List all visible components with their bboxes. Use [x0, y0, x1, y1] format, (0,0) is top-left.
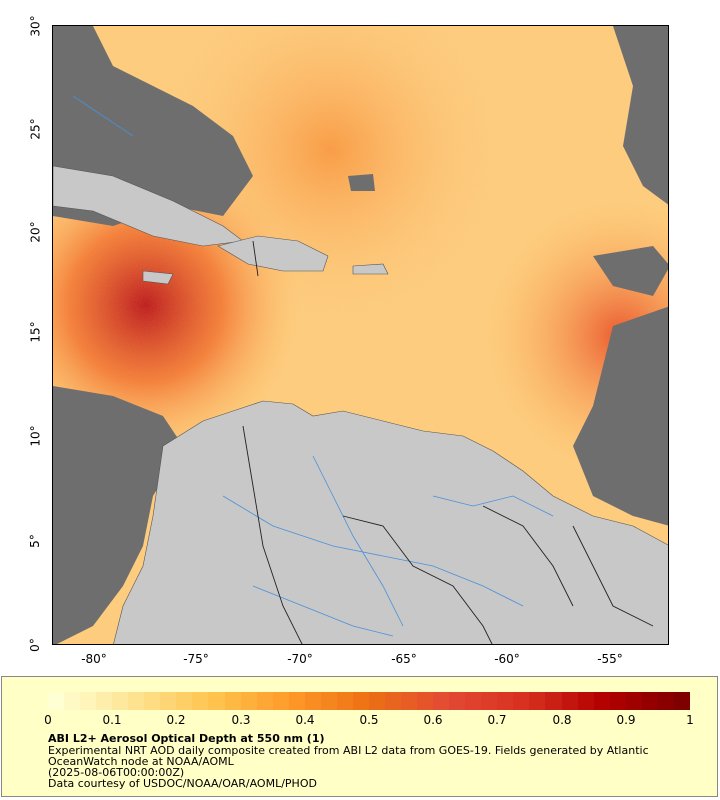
colorbar-swatch	[497, 692, 514, 710]
colorbar-tick: 0.1	[102, 713, 122, 727]
colorbar-swatch	[449, 692, 466, 710]
colorbar-swatch	[401, 692, 418, 710]
colorbar-swatch	[48, 692, 65, 710]
colorbar-swatch	[641, 692, 658, 710]
colorbar-tick: 0	[44, 713, 52, 727]
colorbar-swatch	[192, 692, 209, 710]
colorbar-swatch	[320, 692, 337, 710]
colorbar-swatch	[417, 692, 434, 710]
country-borders	[242, 240, 654, 644]
colorbar-swatch	[224, 692, 241, 710]
colorbar-swatch	[481, 692, 498, 710]
lon-label: -70°	[287, 652, 313, 666]
colorbar-swatch	[336, 692, 353, 710]
caption-date: (2025-08-06T00:00:00Z)	[48, 766, 185, 779]
lon-label: -65°	[391, 652, 417, 666]
colorbar-swatch	[304, 692, 321, 710]
caption-line: Experimental NRT AOD daily composite cre…	[48, 744, 649, 757]
colorbar-swatch	[240, 692, 257, 710]
colorbar-swatch	[144, 692, 161, 710]
hispaniola	[217, 235, 329, 272]
colorbar-tick: 0.2	[166, 713, 186, 727]
lon-label: -55°	[597, 652, 623, 666]
colorbar-swatch	[577, 692, 594, 710]
caption-credit: Data courtesy of USDOC/NOAA/OAR/AOML/PHO…	[48, 777, 317, 790]
caption-title: ABI L2+ Aerosol Optical Depth at 550 nm …	[48, 732, 325, 745]
colorbar-swatch	[64, 692, 81, 710]
colorbar-swatch	[673, 692, 690, 710]
colorbar-swatch	[256, 692, 273, 710]
lat-label: 5°	[27, 534, 42, 548]
lat-label: 0°	[27, 638, 42, 652]
lat-label: 20°	[28, 221, 43, 243]
colorbar-swatch	[160, 692, 177, 710]
colorbar-tick: 0.3	[231, 713, 251, 727]
colorbar-swatch	[272, 692, 289, 710]
colorbar-swatch	[80, 692, 97, 710]
colorbar-tick: 0.9	[616, 713, 636, 727]
caption-line: OceanWatch node at NOAA/AOML	[48, 755, 234, 768]
south-america	[113, 400, 668, 644]
landmass	[53, 165, 668, 644]
colorbar-swatch	[625, 692, 642, 710]
colorbar-swatch	[545, 692, 562, 710]
lon-label: -80°	[81, 652, 107, 666]
colorbar-swatch	[433, 692, 450, 710]
colorbar-swatch	[529, 692, 546, 710]
colorbar-tick: 0.4	[295, 713, 315, 727]
colorbar-tick: 0.6	[423, 713, 443, 727]
colorbar-tick: 0.5	[359, 713, 379, 727]
lat-label: 15°	[28, 321, 43, 343]
colorbar-swatch	[112, 692, 129, 710]
colorbar-tick: 1	[686, 713, 694, 727]
colorbar-swatch	[352, 692, 369, 710]
aod-map	[52, 25, 669, 645]
colorbar	[48, 692, 690, 710]
colorbar-tick: 0.7	[487, 713, 507, 727]
colorbar-swatch	[465, 692, 482, 710]
legend-panel: 0 0.1 0.2 0.3 0.4 0.5 0.6 0.7 0.8 0.9 1 …	[1, 676, 718, 797]
lat-label: 30°	[28, 15, 43, 37]
lat-label: 10°	[28, 425, 43, 447]
colorbar-swatch	[609, 692, 626, 710]
colorbar-swatch	[593, 692, 610, 710]
colorbar-swatch	[384, 692, 402, 710]
colorbar-swatch	[288, 692, 305, 710]
colorbar-swatch	[657, 692, 674, 710]
rivers	[72, 95, 554, 637]
colorbar-swatch	[176, 692, 193, 710]
lon-label: -60°	[494, 652, 520, 666]
colorbar-swatch	[208, 692, 225, 710]
map-canvas	[53, 26, 668, 644]
colorbar-tick: 0.8	[552, 713, 572, 727]
lon-label: -75°	[183, 652, 209, 666]
colorbar-swatch	[368, 692, 385, 710]
colorbar-swatch	[128, 692, 145, 710]
lat-label: 25°	[28, 118, 43, 140]
colorbar-swatch	[96, 692, 113, 710]
colorbar-swatch	[513, 692, 530, 710]
colorbar-swatch	[561, 692, 578, 710]
